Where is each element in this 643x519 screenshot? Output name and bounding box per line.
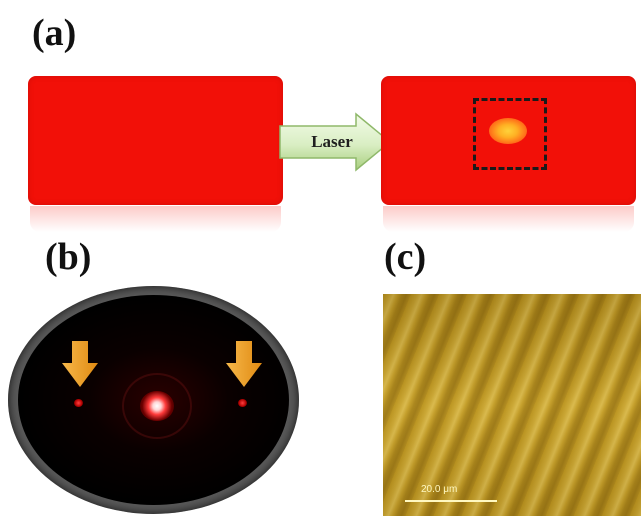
laser-spot [489, 118, 527, 144]
afm-shading [383, 294, 641, 516]
diffraction-pattern-area [18, 295, 289, 505]
panel-c-label: (c) [384, 236, 427, 278]
first-order-spot-left [74, 399, 83, 407]
panel-a-label: (a) [32, 12, 77, 54]
diffraction-pattern-screen [8, 286, 299, 514]
down-arrow-icon [226, 341, 262, 387]
zero-order-halo [122, 373, 192, 439]
scale-bar [405, 500, 497, 502]
panel-b-label: (b) [45, 236, 92, 278]
first-order-spot-right [238, 399, 247, 407]
sample-before-reflection [30, 206, 281, 232]
scale-bar-label: 20.0 μm [421, 484, 458, 495]
down-arrow-icon [62, 341, 98, 387]
sample-before-laser [28, 76, 283, 205]
afm-grating-image: 20.0 μm [383, 294, 641, 516]
sample-after-laser [381, 76, 636, 205]
right-arrow-icon [279, 112, 392, 172]
laser-arrow-label: Laser [311, 132, 353, 151]
dashed-selection-box [473, 98, 547, 170]
sample-after-reflection [383, 206, 634, 232]
zero-order-spot [140, 391, 174, 421]
